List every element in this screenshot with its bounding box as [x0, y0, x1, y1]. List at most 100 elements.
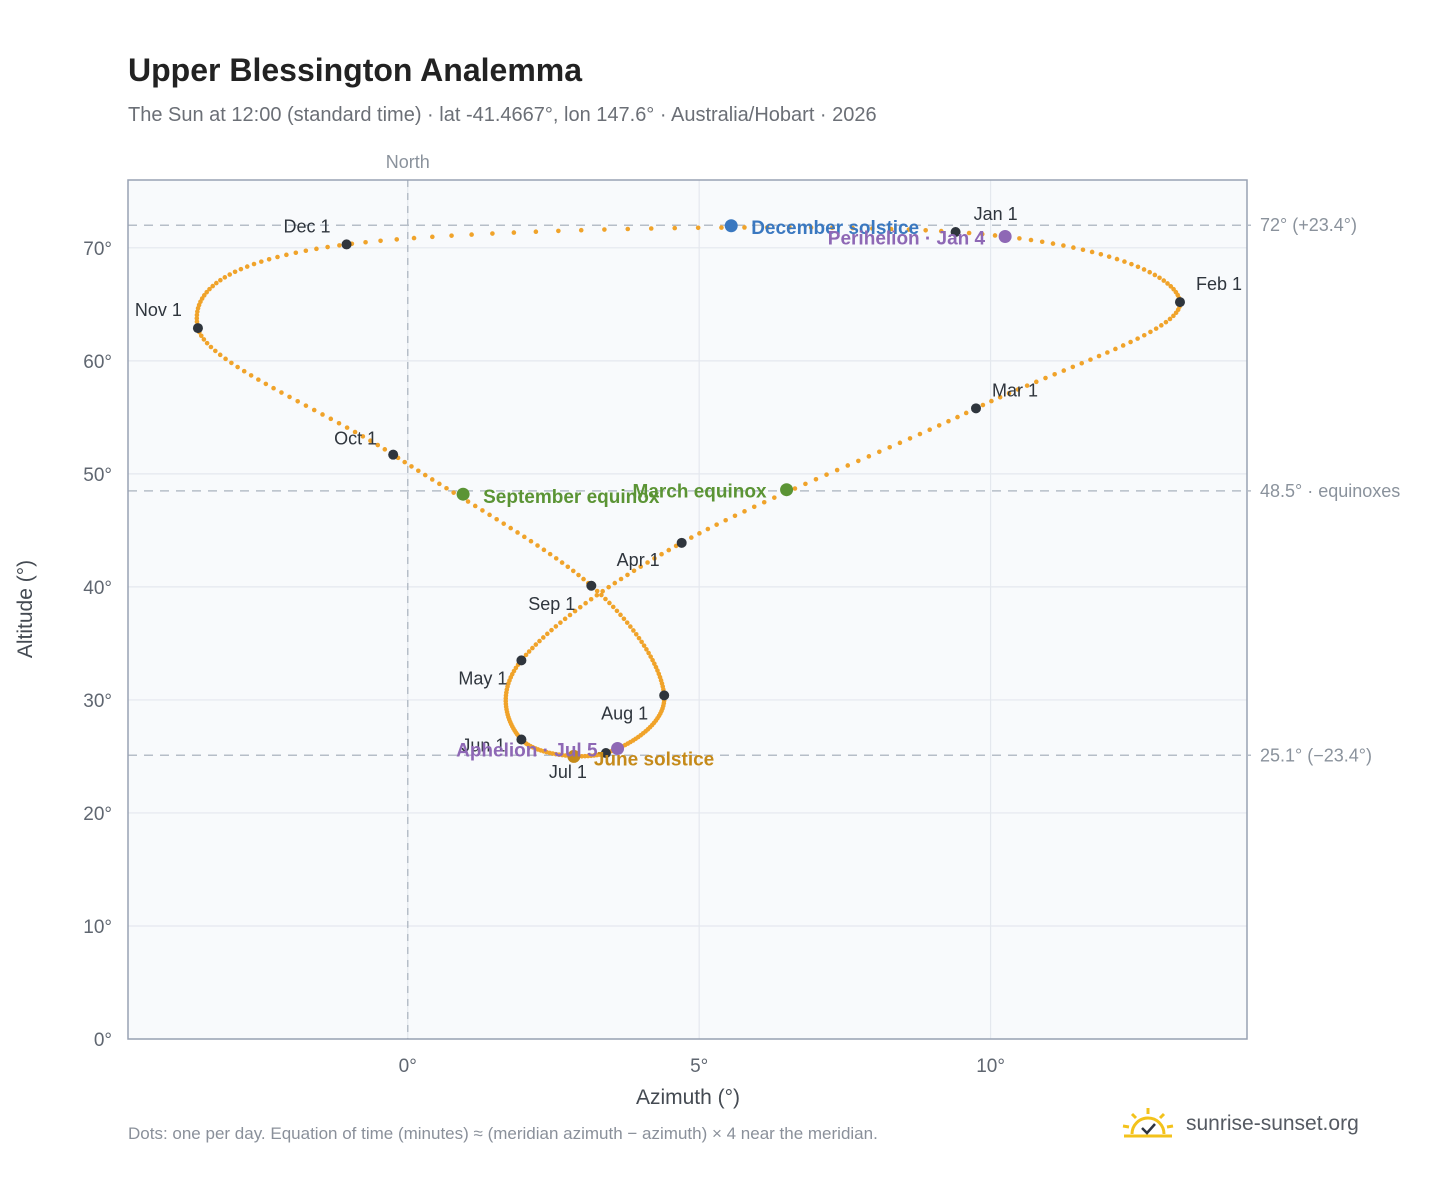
day-dot — [287, 394, 292, 400]
day-dot — [1171, 313, 1176, 319]
day-dot — [528, 538, 534, 544]
day-dot — [429, 477, 435, 482]
day-dot — [411, 235, 417, 241]
brand-text[interactable]: sunrise-sunset.org — [1186, 1112, 1359, 1135]
day-dot — [577, 604, 583, 610]
day-dot — [588, 596, 594, 602]
day-dot — [856, 458, 861, 464]
day-dot — [1017, 236, 1022, 241]
event-label: Perihelion · Jan 4 — [828, 229, 986, 250]
day-dot — [337, 243, 342, 248]
day-dot — [244, 264, 250, 269]
day-dot — [545, 631, 550, 637]
y-axis-label: Altitude (°) — [14, 560, 37, 658]
day-dot — [1070, 364, 1076, 370]
day-dot — [648, 654, 653, 659]
day-dot — [227, 272, 233, 277]
day-dot — [772, 495, 777, 500]
event-label: December solstice — [751, 218, 919, 239]
event-marker — [780, 483, 794, 497]
day-dot — [638, 564, 644, 569]
month-marker — [341, 239, 352, 250]
day-dot — [336, 420, 342, 426]
day-dot — [213, 348, 218, 354]
day-dot — [263, 381, 269, 387]
day-dot — [1114, 256, 1120, 262]
day-dot — [652, 661, 657, 666]
day-dot — [907, 436, 913, 441]
brand[interactable]: sunrise-sunset.org — [1120, 1102, 1359, 1146]
month-label: Nov 1 — [135, 300, 182, 320]
day-dot — [659, 551, 664, 557]
day-dot — [217, 352, 223, 358]
day-dot — [214, 280, 219, 286]
month-label: Feb 1 — [1196, 274, 1242, 294]
day-dot — [238, 266, 244, 272]
day-dot — [614, 608, 620, 614]
day-dot — [1148, 329, 1153, 335]
day-dot — [232, 269, 238, 275]
reference-label: 72° (+23.4°) — [1260, 215, 1357, 235]
day-dot — [229, 360, 234, 366]
day-dot — [803, 481, 808, 487]
y-tick-label: 50° — [83, 465, 112, 486]
day-dot — [705, 526, 711, 532]
day-dot — [1096, 353, 1102, 359]
month-label: Dec 1 — [284, 216, 331, 236]
month-marker — [388, 449, 399, 460]
day-dot — [1043, 375, 1048, 381]
day-dot — [1153, 326, 1159, 331]
day-dot — [936, 423, 942, 428]
day-dot — [808, 225, 814, 230]
footnote: Dots: one per day. Equation of time (min… — [128, 1124, 878, 1143]
day-dot — [1071, 245, 1076, 250]
day-dot — [621, 616, 627, 622]
month-label: Jul 1 — [549, 762, 587, 782]
day-dot — [888, 226, 894, 232]
day-dot — [648, 226, 654, 231]
day-dot — [845, 463, 851, 468]
day-dot — [594, 592, 600, 598]
day-dot — [526, 649, 532, 654]
day-dot — [723, 517, 728, 523]
month-label: Jun 1 — [461, 735, 505, 755]
day-dot — [866, 454, 872, 459]
day-dot — [1052, 372, 1057, 377]
day-dot — [541, 635, 546, 640]
day-dot — [1113, 346, 1118, 352]
day-dot — [1080, 247, 1086, 253]
day-dot — [645, 560, 650, 565]
day-dot — [578, 227, 584, 233]
day-dot — [223, 356, 228, 362]
day-dot — [547, 551, 553, 557]
day-dot — [1006, 391, 1012, 396]
day-dot — [522, 534, 527, 540]
day-dot — [558, 620, 563, 625]
day-dot — [989, 398, 994, 404]
day-dot — [742, 225, 747, 230]
day-dot — [829, 225, 835, 231]
day-dot — [603, 596, 608, 602]
day-dot — [360, 434, 366, 439]
day-dot — [314, 246, 319, 252]
day-dot — [303, 403, 309, 408]
day-dot — [201, 337, 207, 342]
day-dot — [606, 584, 611, 590]
month-label: Aug 1 — [601, 703, 648, 723]
day-dot — [1088, 357, 1093, 362]
month-marker — [516, 655, 527, 666]
day-dot — [1128, 339, 1133, 345]
day-dot — [1173, 310, 1179, 316]
month-marker — [659, 690, 670, 701]
day-dot — [402, 459, 408, 465]
day-dot — [689, 535, 694, 540]
month-label: Oct 1 — [334, 429, 377, 449]
x-tick-label: 10° — [976, 1056, 1005, 1077]
day-dot — [572, 608, 578, 614]
day-dot — [1061, 243, 1066, 248]
day-dot — [565, 564, 571, 570]
day-dot — [198, 333, 204, 339]
x-axis-label: Azimuth (°) — [636, 1086, 740, 1109]
day-dot — [523, 652, 529, 658]
x-tick-label: 5° — [690, 1056, 708, 1077]
